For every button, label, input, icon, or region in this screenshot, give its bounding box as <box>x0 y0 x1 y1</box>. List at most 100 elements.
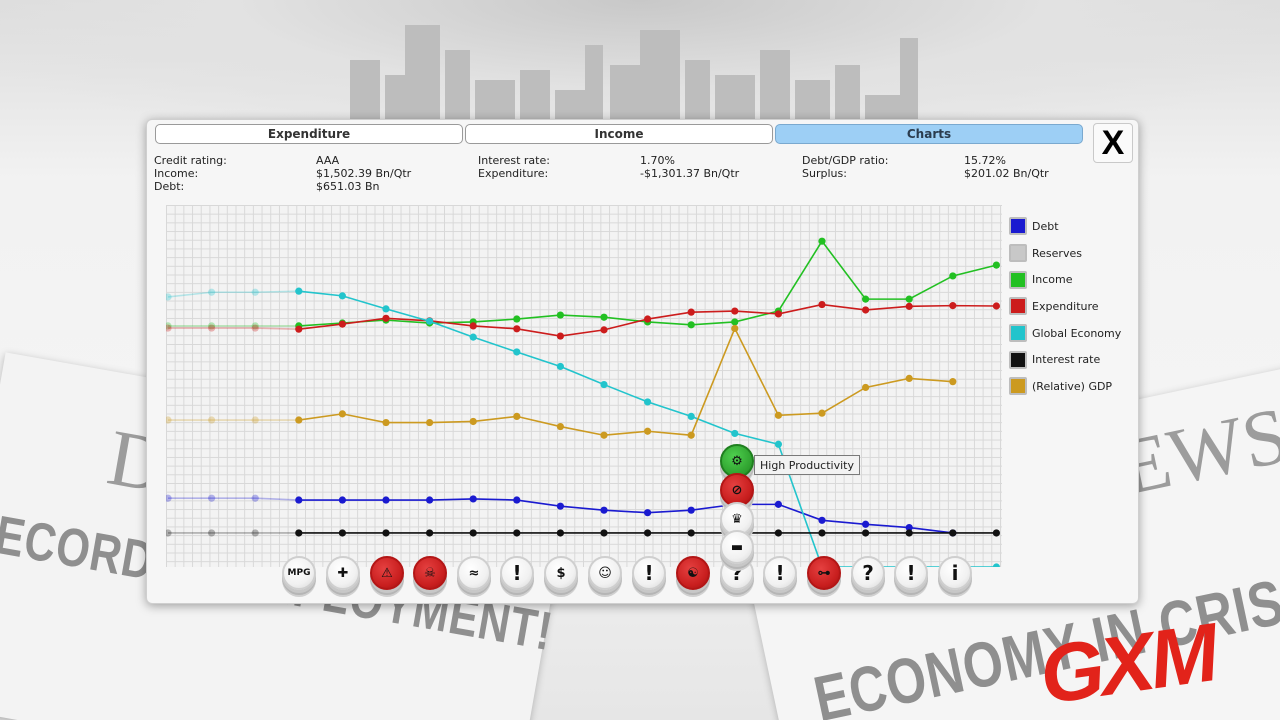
data-point[interactable] <box>818 409 826 417</box>
legend-item-expenditure[interactable]: Expenditure <box>1009 293 1121 320</box>
data-point[interactable] <box>513 412 521 421</box>
data-point[interactable] <box>556 529 564 537</box>
data-point[interactable] <box>731 318 739 326</box>
data-point[interactable] <box>513 315 521 323</box>
data-point[interactable] <box>382 496 390 504</box>
car-exhaust-event-button[interactable]: ≈ <box>457 556 491 590</box>
alert-event-2-button[interactable]: ! <box>632 556 666 590</box>
data-point[interactable] <box>687 431 695 439</box>
data-point[interactable] <box>295 529 303 537</box>
data-point[interactable] <box>644 315 652 323</box>
legend-item-relative-gdp[interactable]: (Relative) GDP <box>1009 373 1121 400</box>
data-point[interactable] <box>426 529 434 537</box>
data-point[interactable] <box>644 509 652 517</box>
data-point[interactable] <box>905 295 913 303</box>
data-point[interactable] <box>862 520 870 528</box>
data-point[interactable] <box>644 529 652 537</box>
data-point[interactable] <box>949 378 957 386</box>
data-point[interactable] <box>731 307 739 315</box>
data-point[interactable] <box>774 440 783 448</box>
data-point[interactable] <box>469 495 477 503</box>
data-point[interactable] <box>862 306 870 314</box>
data-point[interactable] <box>818 529 826 537</box>
data-point[interactable] <box>166 324 172 332</box>
theatre-masks-event-button[interactable]: ☺ <box>588 556 622 590</box>
mpg-car-event-button[interactable]: MPG <box>282 556 316 590</box>
data-point[interactable] <box>295 496 303 504</box>
data-point[interactable] <box>687 308 695 316</box>
data-point[interactable] <box>731 324 739 333</box>
data-point[interactable] <box>513 348 521 356</box>
healthcare-event-button[interactable]: ✚ <box>326 556 360 590</box>
data-point[interactable] <box>600 529 608 537</box>
tab-expenditure[interactable]: Expenditure <box>155 124 463 144</box>
close-button[interactable]: X <box>1093 123 1133 163</box>
alert-event-4-button[interactable]: ! <box>894 556 928 590</box>
yin-yang-event-button[interactable]: ☯ <box>676 556 710 590</box>
data-point[interactable] <box>774 529 783 537</box>
data-point[interactable] <box>469 417 477 426</box>
data-point[interactable] <box>208 529 216 537</box>
data-point[interactable] <box>382 418 390 427</box>
data-point[interactable] <box>862 383 870 392</box>
data-point[interactable] <box>426 317 434 325</box>
data-point[interactable] <box>338 292 346 300</box>
sick-worker-event-button[interactable]: ⚠ <box>370 556 404 590</box>
hanging-event-button[interactable]: ☠ <box>413 556 447 590</box>
data-point[interactable] <box>251 324 259 332</box>
data-point[interactable] <box>818 237 826 245</box>
data-point[interactable] <box>862 529 870 537</box>
data-point[interactable] <box>338 529 346 537</box>
data-point[interactable] <box>992 302 1001 310</box>
data-point[interactable] <box>295 287 303 295</box>
data-point[interactable] <box>295 416 303 424</box>
data-point[interactable] <box>166 529 172 537</box>
data-point[interactable] <box>382 305 390 313</box>
data-point[interactable] <box>251 288 259 296</box>
data-point[interactable] <box>862 295 870 303</box>
data-point[interactable] <box>731 429 739 438</box>
car-event-button[interactable]: ▬ <box>720 530 754 564</box>
data-point[interactable] <box>469 322 477 330</box>
data-point[interactable] <box>774 411 783 419</box>
data-point[interactable] <box>251 322 259 330</box>
data-point[interactable] <box>556 311 564 319</box>
data-point[interactable] <box>687 412 695 421</box>
data-point[interactable] <box>687 321 695 329</box>
data-point[interactable] <box>208 288 216 296</box>
data-point[interactable] <box>644 427 652 435</box>
data-point[interactable] <box>426 418 434 427</box>
data-point[interactable] <box>949 529 957 537</box>
data-point[interactable] <box>774 310 783 318</box>
tab-charts[interactable]: Charts <box>775 124 1083 144</box>
legend-item-income[interactable]: Income <box>1009 266 1121 293</box>
data-point[interactable] <box>687 529 695 537</box>
data-point[interactable] <box>600 431 608 439</box>
data-point[interactable] <box>992 563 1000 567</box>
data-point[interactable] <box>208 494 216 502</box>
legend-item-debt[interactable]: Debt <box>1009 213 1121 240</box>
data-point[interactable] <box>338 410 346 418</box>
data-point[interactable] <box>905 302 913 310</box>
data-point[interactable] <box>774 500 783 508</box>
data-point[interactable] <box>251 494 259 502</box>
education-cost-event-button[interactable]: $ <box>544 556 578 590</box>
data-point[interactable] <box>208 322 216 330</box>
data-point[interactable] <box>166 293 172 301</box>
data-point[interactable] <box>992 261 1001 269</box>
data-point[interactable] <box>556 362 564 371</box>
data-point[interactable] <box>905 523 913 532</box>
data-point[interactable] <box>166 322 172 330</box>
data-point[interactable] <box>818 300 826 309</box>
data-point[interactable] <box>600 313 608 321</box>
data-point[interactable] <box>166 494 172 502</box>
data-point[interactable] <box>208 324 216 332</box>
data-point[interactable] <box>600 506 608 514</box>
data-point[interactable] <box>426 496 434 504</box>
tab-income[interactable]: Income <box>465 124 773 144</box>
data-point[interactable] <box>295 325 303 333</box>
info-person-event-button[interactable]: i <box>938 556 972 590</box>
data-point[interactable] <box>382 314 390 322</box>
dumbbell-event-button[interactable]: ⊶ <box>807 556 841 590</box>
data-point[interactable] <box>513 325 521 333</box>
